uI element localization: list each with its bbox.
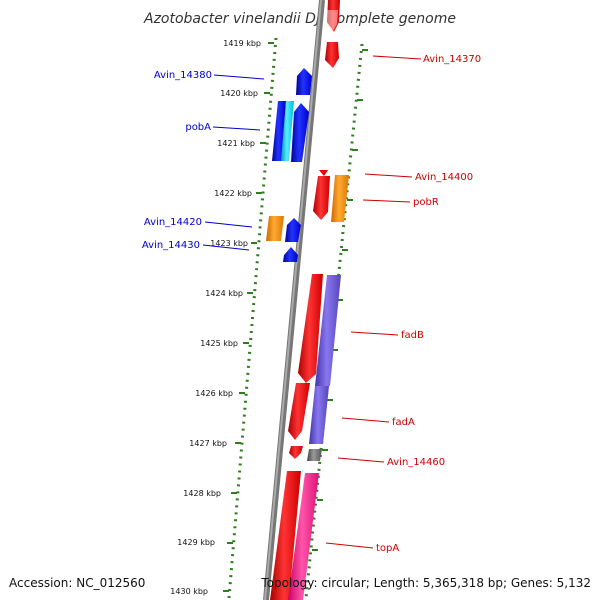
kbp-label: 1420 kbp [220, 89, 258, 98]
kbp-label: 1429 kbp [177, 538, 215, 547]
gene-pobR[interactable] [331, 175, 349, 222]
kbp-labels: 1419 kbp 1420 kbp 1421 kbp 1422 kbp 1423… [170, 39, 261, 596]
reverse-strand-genes [266, 68, 312, 262]
gene-topA[interactable] [288, 473, 319, 600]
gene-top-red-shade [327, 10, 338, 32]
kbp-label: 1419 kbp [223, 39, 261, 48]
genome-backbone-highlight [264, 0, 322, 600]
gene-label-fadA[interactable]: fadA [392, 417, 415, 428]
gene-label-avin-14400[interactable]: Avin_14400 [415, 172, 473, 183]
gene-red-fadA-region[interactable] [288, 383, 310, 440]
gene-avin-14400[interactable] [313, 176, 330, 220]
right-gene-labels: Avin_14370 Avin_14400 pobR fadB fadA Avi… [376, 54, 481, 554]
left-tick-track [227, 37, 278, 599]
kbp-label: 1426 kbp [195, 389, 233, 398]
genome-summary-text: Topology: circular; Length: 5,365,318 bp… [260, 576, 591, 590]
kbp-label: 1422 kbp [214, 189, 252, 198]
gene-label-avin-14420[interactable]: Avin_14420 [144, 217, 202, 228]
kbp-label: 1424 kbp [205, 289, 243, 298]
kbp-tick-marks [223, 42, 368, 592]
gene-label-avin-14430[interactable]: Avin_14430 [142, 240, 200, 251]
gene-label-avin-14380[interactable]: Avin_14380 [154, 70, 212, 81]
gene-label-avin-14460[interactable]: Avin_14460 [387, 457, 445, 468]
left-leader-lines [202, 74, 265, 251]
gene-pobA[interactable] [281, 101, 294, 161]
gene-avin-14380[interactable] [296, 68, 312, 95]
kbp-label: 1421 kbp [217, 139, 255, 148]
kbp-label: 1430 kbp [170, 587, 208, 596]
gene-label-topA[interactable]: topA [376, 543, 399, 554]
gene-avin-14420[interactable] [285, 218, 301, 242]
right-leader-lines [325, 55, 422, 549]
gene-label-pobA[interactable]: pobA [185, 122, 211, 133]
gene-red-fadB-region[interactable] [298, 274, 323, 383]
kbp-label: 1425 kbp [200, 339, 238, 348]
gene-avin-14430[interactable] [283, 247, 298, 262]
gene-label-fadB[interactable]: fadB [401, 330, 424, 341]
gene-avin-14460[interactable] [307, 449, 322, 461]
map-title: Azotobacter vinelandii DJ, complete geno… [143, 11, 456, 27]
kbp-label: 1427 kbp [189, 439, 227, 448]
gene-avin-14420-orange[interactable] [266, 216, 284, 241]
gene-red-topA-region[interactable] [270, 471, 301, 600]
gene-avin-14370[interactable] [325, 42, 339, 68]
forward-strand-genes [270, 0, 349, 600]
gene-fadB[interactable] [315, 275, 341, 386]
gene-fadA[interactable] [309, 386, 329, 444]
gene-avin-14400-tip [319, 170, 328, 176]
gene-label-avin-14370[interactable]: Avin_14370 [423, 54, 481, 65]
kbp-label: 1423 kbp [210, 239, 248, 248]
accession-text: Accession: NC_012560 [9, 576, 145, 590]
gene-label-pobR[interactable]: pobR [413, 197, 439, 208]
gene-pobA-adjacent[interactable] [291, 103, 309, 162]
right-tick-track [304, 43, 364, 599]
left-gene-labels: Avin_14380 pobA Avin_14420 Avin_14430 [142, 70, 212, 251]
gene-small-red[interactable] [289, 446, 303, 459]
kbp-label: 1428 kbp [183, 489, 221, 498]
